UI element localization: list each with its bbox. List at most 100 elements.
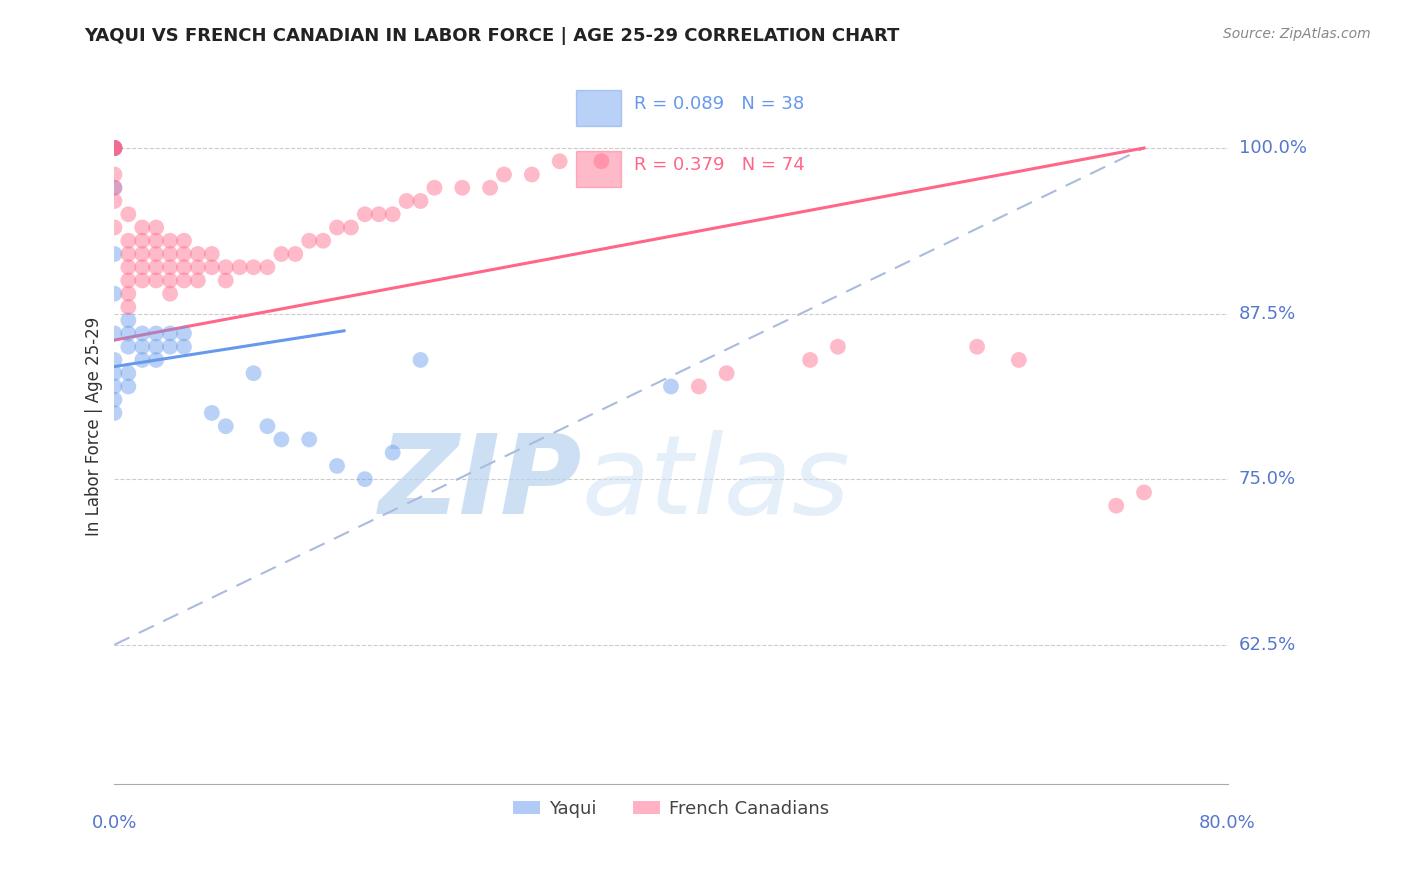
Point	[799, 353, 821, 368]
Text: R = 0.379   N = 74: R = 0.379 N = 74	[634, 156, 806, 174]
Point	[688, 379, 710, 393]
Point	[131, 220, 153, 235]
Point	[256, 260, 278, 275]
Point	[298, 234, 321, 248]
Point	[117, 273, 139, 287]
Point	[201, 260, 224, 275]
Text: 75.0%: 75.0%	[1239, 470, 1296, 488]
Point	[117, 340, 139, 354]
Point	[201, 406, 224, 420]
Point	[159, 234, 181, 248]
Point	[173, 234, 195, 248]
Text: atlas: atlas	[582, 430, 851, 537]
Point	[145, 340, 167, 354]
Point	[103, 141, 125, 155]
Point	[215, 273, 238, 287]
Point	[103, 247, 125, 261]
Point	[228, 260, 250, 275]
Point	[103, 141, 125, 155]
Legend: Yaqui, French Canadians: Yaqui, French Canadians	[506, 792, 837, 825]
Point	[131, 260, 153, 275]
Point	[103, 406, 125, 420]
Point	[187, 273, 209, 287]
Point	[145, 273, 167, 287]
Point	[159, 340, 181, 354]
Text: R = 0.089   N = 38: R = 0.089 N = 38	[634, 95, 804, 113]
Point	[409, 353, 432, 368]
Point	[117, 207, 139, 221]
Point	[298, 433, 321, 447]
Point	[117, 247, 139, 261]
Point	[103, 286, 125, 301]
Point	[284, 247, 307, 261]
Point	[1105, 499, 1128, 513]
Point	[117, 313, 139, 327]
Point	[479, 180, 502, 194]
Point	[145, 234, 167, 248]
Point	[145, 353, 167, 368]
Point	[145, 220, 167, 235]
Point	[270, 433, 292, 447]
Point	[103, 379, 125, 393]
Point	[326, 220, 349, 235]
Point	[103, 180, 125, 194]
Point	[145, 260, 167, 275]
Point	[340, 220, 363, 235]
Point	[367, 207, 389, 221]
Point	[117, 260, 139, 275]
Point	[827, 340, 849, 354]
Point	[423, 180, 446, 194]
Point	[103, 168, 125, 182]
Point	[131, 234, 153, 248]
Point	[131, 353, 153, 368]
FancyBboxPatch shape	[576, 90, 621, 126]
Point	[103, 392, 125, 407]
Point	[966, 340, 988, 354]
Point	[312, 234, 335, 248]
Point	[381, 445, 404, 459]
Point	[173, 340, 195, 354]
Point	[103, 180, 125, 194]
Point	[159, 326, 181, 341]
Text: 0.0%: 0.0%	[91, 814, 138, 832]
Point	[201, 247, 224, 261]
Point	[173, 260, 195, 275]
Point	[131, 326, 153, 341]
Point	[145, 326, 167, 341]
Point	[659, 379, 682, 393]
Point	[173, 247, 195, 261]
Point	[492, 168, 515, 182]
Point	[591, 154, 613, 169]
Y-axis label: In Labor Force | Age 25-29: In Labor Force | Age 25-29	[86, 317, 103, 536]
Point	[159, 273, 181, 287]
Point	[131, 247, 153, 261]
Point	[409, 194, 432, 208]
Text: YAQUI VS FRENCH CANADIAN IN LABOR FORCE | AGE 25-29 CORRELATION CHART: YAQUI VS FRENCH CANADIAN IN LABOR FORCE …	[84, 27, 900, 45]
Point	[173, 326, 195, 341]
Point	[215, 419, 238, 434]
Point	[242, 260, 264, 275]
Text: 100.0%: 100.0%	[1239, 139, 1306, 157]
Point	[103, 194, 125, 208]
Text: ZIP: ZIP	[378, 430, 582, 537]
Point	[716, 366, 738, 380]
Point	[187, 260, 209, 275]
Point	[131, 273, 153, 287]
Point	[103, 353, 125, 368]
Point	[354, 207, 377, 221]
Point	[520, 168, 543, 182]
Point	[117, 234, 139, 248]
Point	[117, 366, 139, 380]
Point	[103, 141, 125, 155]
Point	[103, 141, 125, 155]
Point	[1008, 353, 1031, 368]
Point	[395, 194, 418, 208]
Point	[103, 220, 125, 235]
Point	[256, 419, 278, 434]
Point	[103, 141, 125, 155]
Point	[103, 141, 125, 155]
Point	[117, 300, 139, 314]
FancyBboxPatch shape	[576, 151, 621, 186]
Point	[381, 207, 404, 221]
Point	[242, 366, 264, 380]
